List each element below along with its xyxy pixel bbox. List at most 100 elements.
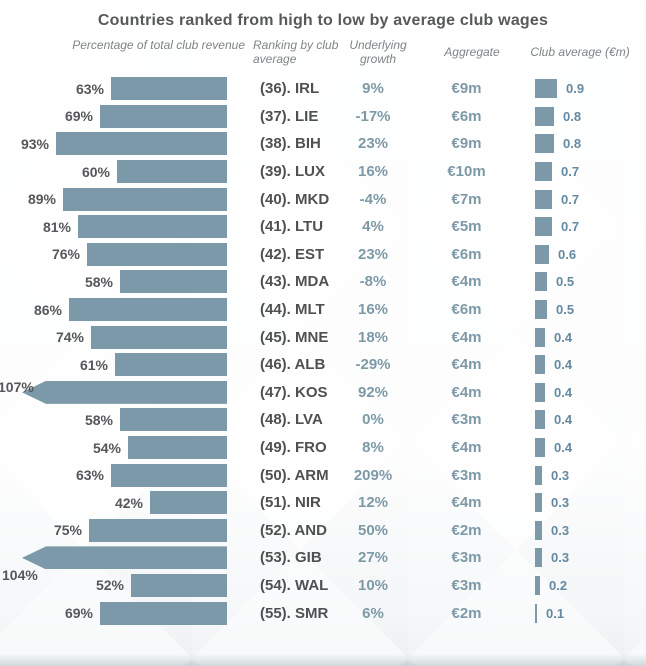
country-row: 63% (50). ARM 209% €3m 0.3 xyxy=(0,461,646,489)
revenue-pct-cell: 93% xyxy=(0,130,227,158)
growth-value: 23% xyxy=(357,135,389,153)
growth-value: 92% xyxy=(357,383,389,401)
club-average-bar xyxy=(535,244,549,264)
growth-value: 16% xyxy=(357,163,389,181)
column-header-growth: Underlying growth xyxy=(349,38,407,66)
country-rank-label: (45). MNE xyxy=(260,328,329,346)
country-row: 81% (41). LTU 4% €5m 0.7 xyxy=(0,213,646,241)
club-average-value: 0.6 xyxy=(558,246,577,262)
revenue-pct-bar xyxy=(117,160,227,184)
growth-value: -8% xyxy=(359,273,387,291)
revenue-pct-label: 60% xyxy=(81,163,110,180)
country-rank-label: (53). GIB xyxy=(260,549,322,567)
club-average-cell: 0.4 xyxy=(535,355,573,375)
revenue-pct-bar xyxy=(120,408,227,432)
club-average-value: 0.8 xyxy=(563,136,582,152)
revenue-pct-cell: 69% xyxy=(0,599,227,627)
club-average-value: 0.5 xyxy=(556,302,575,318)
country-row: 86% (44). MLT 16% €6m 0.5 xyxy=(0,296,646,324)
club-average-bar xyxy=(535,327,545,347)
club-average-bar xyxy=(535,355,545,375)
revenue-pct-bar xyxy=(63,187,227,211)
growth-value: 209% xyxy=(353,466,393,484)
revenue-pct-cell: 60% xyxy=(0,158,227,186)
revenue-pct-bar xyxy=(22,380,227,404)
revenue-pct-cell: 107% xyxy=(0,379,227,407)
club-average-cell: 0.5 xyxy=(535,272,574,292)
club-average-value: 0.3 xyxy=(551,495,570,511)
country-rank-label: (48). LVA xyxy=(260,411,323,429)
club-average-bar xyxy=(535,548,542,568)
country-row: 93% (38). BIH 23% €9m 0.8 xyxy=(0,130,646,158)
revenue-pct-bar xyxy=(115,353,227,377)
revenue-pct-cell: 54% xyxy=(0,434,227,462)
club-average-value: 0.9 xyxy=(566,81,585,97)
club-average-bar xyxy=(535,106,554,126)
chart-title: Countries ranked from high to low by ave… xyxy=(97,12,549,29)
aggregate-value: €9m xyxy=(451,135,482,153)
club-average-bar xyxy=(535,382,545,402)
revenue-pct-label: 63% xyxy=(75,467,104,484)
club-average-value: 0.3 xyxy=(551,522,570,538)
club-average-value: 0.4 xyxy=(554,357,573,373)
revenue-pct-cell: 42% xyxy=(0,489,227,517)
revenue-pct-cell: 69% xyxy=(0,103,227,131)
revenue-pct-label: 89% xyxy=(27,191,56,208)
revenue-pct-bar xyxy=(89,518,227,542)
club-average-bar xyxy=(535,575,540,595)
revenue-pct-bar xyxy=(91,325,227,349)
country-rank-label: (40). MKD xyxy=(260,190,330,208)
club-average-value: 0.4 xyxy=(554,329,573,345)
aggregate-value: €4m xyxy=(451,328,482,346)
revenue-pct-label: 74% xyxy=(55,329,84,346)
growth-value: 18% xyxy=(357,328,389,346)
aggregate-value: €3m xyxy=(451,549,482,567)
revenue-pct-label: 69% xyxy=(64,605,93,622)
club-average-cell: 0.8 xyxy=(535,106,581,126)
growth-value: 9% xyxy=(362,80,384,98)
revenue-pct-label: 69% xyxy=(64,108,93,125)
growth-value: 4% xyxy=(362,218,384,236)
country-row: 61% (46). ALB -29% €4m 0.4 xyxy=(0,351,646,379)
country-row: 58% (43). MDA -8% €4m 0.5 xyxy=(0,268,646,296)
club-average-value: 0.7 xyxy=(561,219,580,235)
club-average-value: 0.4 xyxy=(554,440,573,456)
revenue-pct-cell: 52% xyxy=(0,572,227,600)
country-rank-label: (42). EST xyxy=(260,245,325,263)
country-row: 63% (36). IRL 9% €9m 0.9 xyxy=(0,75,646,103)
club-average-cell: 0.1 xyxy=(535,603,564,623)
country-rank-label: (46). ALB xyxy=(260,356,326,374)
revenue-pct-label: 107% xyxy=(0,378,34,395)
club-average-cell: 0.9 xyxy=(535,79,585,99)
country-rank-label: (36). IRL xyxy=(260,80,320,98)
country-rank-label: (41). LTU xyxy=(260,218,324,236)
club-average-bar xyxy=(535,520,542,540)
club-average-value: 0.3 xyxy=(551,467,570,483)
growth-value: 27% xyxy=(357,549,389,567)
column-header-revenue-pct: Percentage of total club revenue xyxy=(72,38,245,52)
country-rank-label: (52). AND xyxy=(260,521,327,539)
aggregate-value: €6m xyxy=(451,301,482,319)
club-average-cell: 0.4 xyxy=(535,327,573,347)
aggregate-value: €7m xyxy=(451,190,482,208)
country-row: 74% (45). MNE 18% €4m 0.4 xyxy=(0,323,646,351)
revenue-pct-label: 63% xyxy=(75,80,104,97)
country-rank-label: (38). BIH xyxy=(260,135,321,153)
club-average-cell: 0.7 xyxy=(535,162,579,182)
revenue-pct-cell: 74% xyxy=(0,323,227,351)
country-row: 54% (49). FRO 8% €4m 0.4 xyxy=(0,434,646,462)
growth-value: 23% xyxy=(357,245,389,263)
club-average-cell: 0.6 xyxy=(535,244,577,264)
revenue-pct-label: 86% xyxy=(33,301,62,318)
country-rank-label: (43). MDA xyxy=(260,273,330,291)
revenue-pct-bar xyxy=(128,436,227,460)
country-rank-label: (49). FRO xyxy=(260,439,327,457)
aggregate-value: €4m xyxy=(451,439,482,457)
aggregate-value: €4m xyxy=(451,383,482,401)
country-row: 75% (52). AND 50% €2m 0.3 xyxy=(0,517,646,545)
club-average-cell: 0.7 xyxy=(535,217,580,237)
growth-value: 8% xyxy=(362,439,384,457)
revenue-pct-bar xyxy=(69,298,227,322)
aggregate-value: €6m xyxy=(451,107,482,125)
